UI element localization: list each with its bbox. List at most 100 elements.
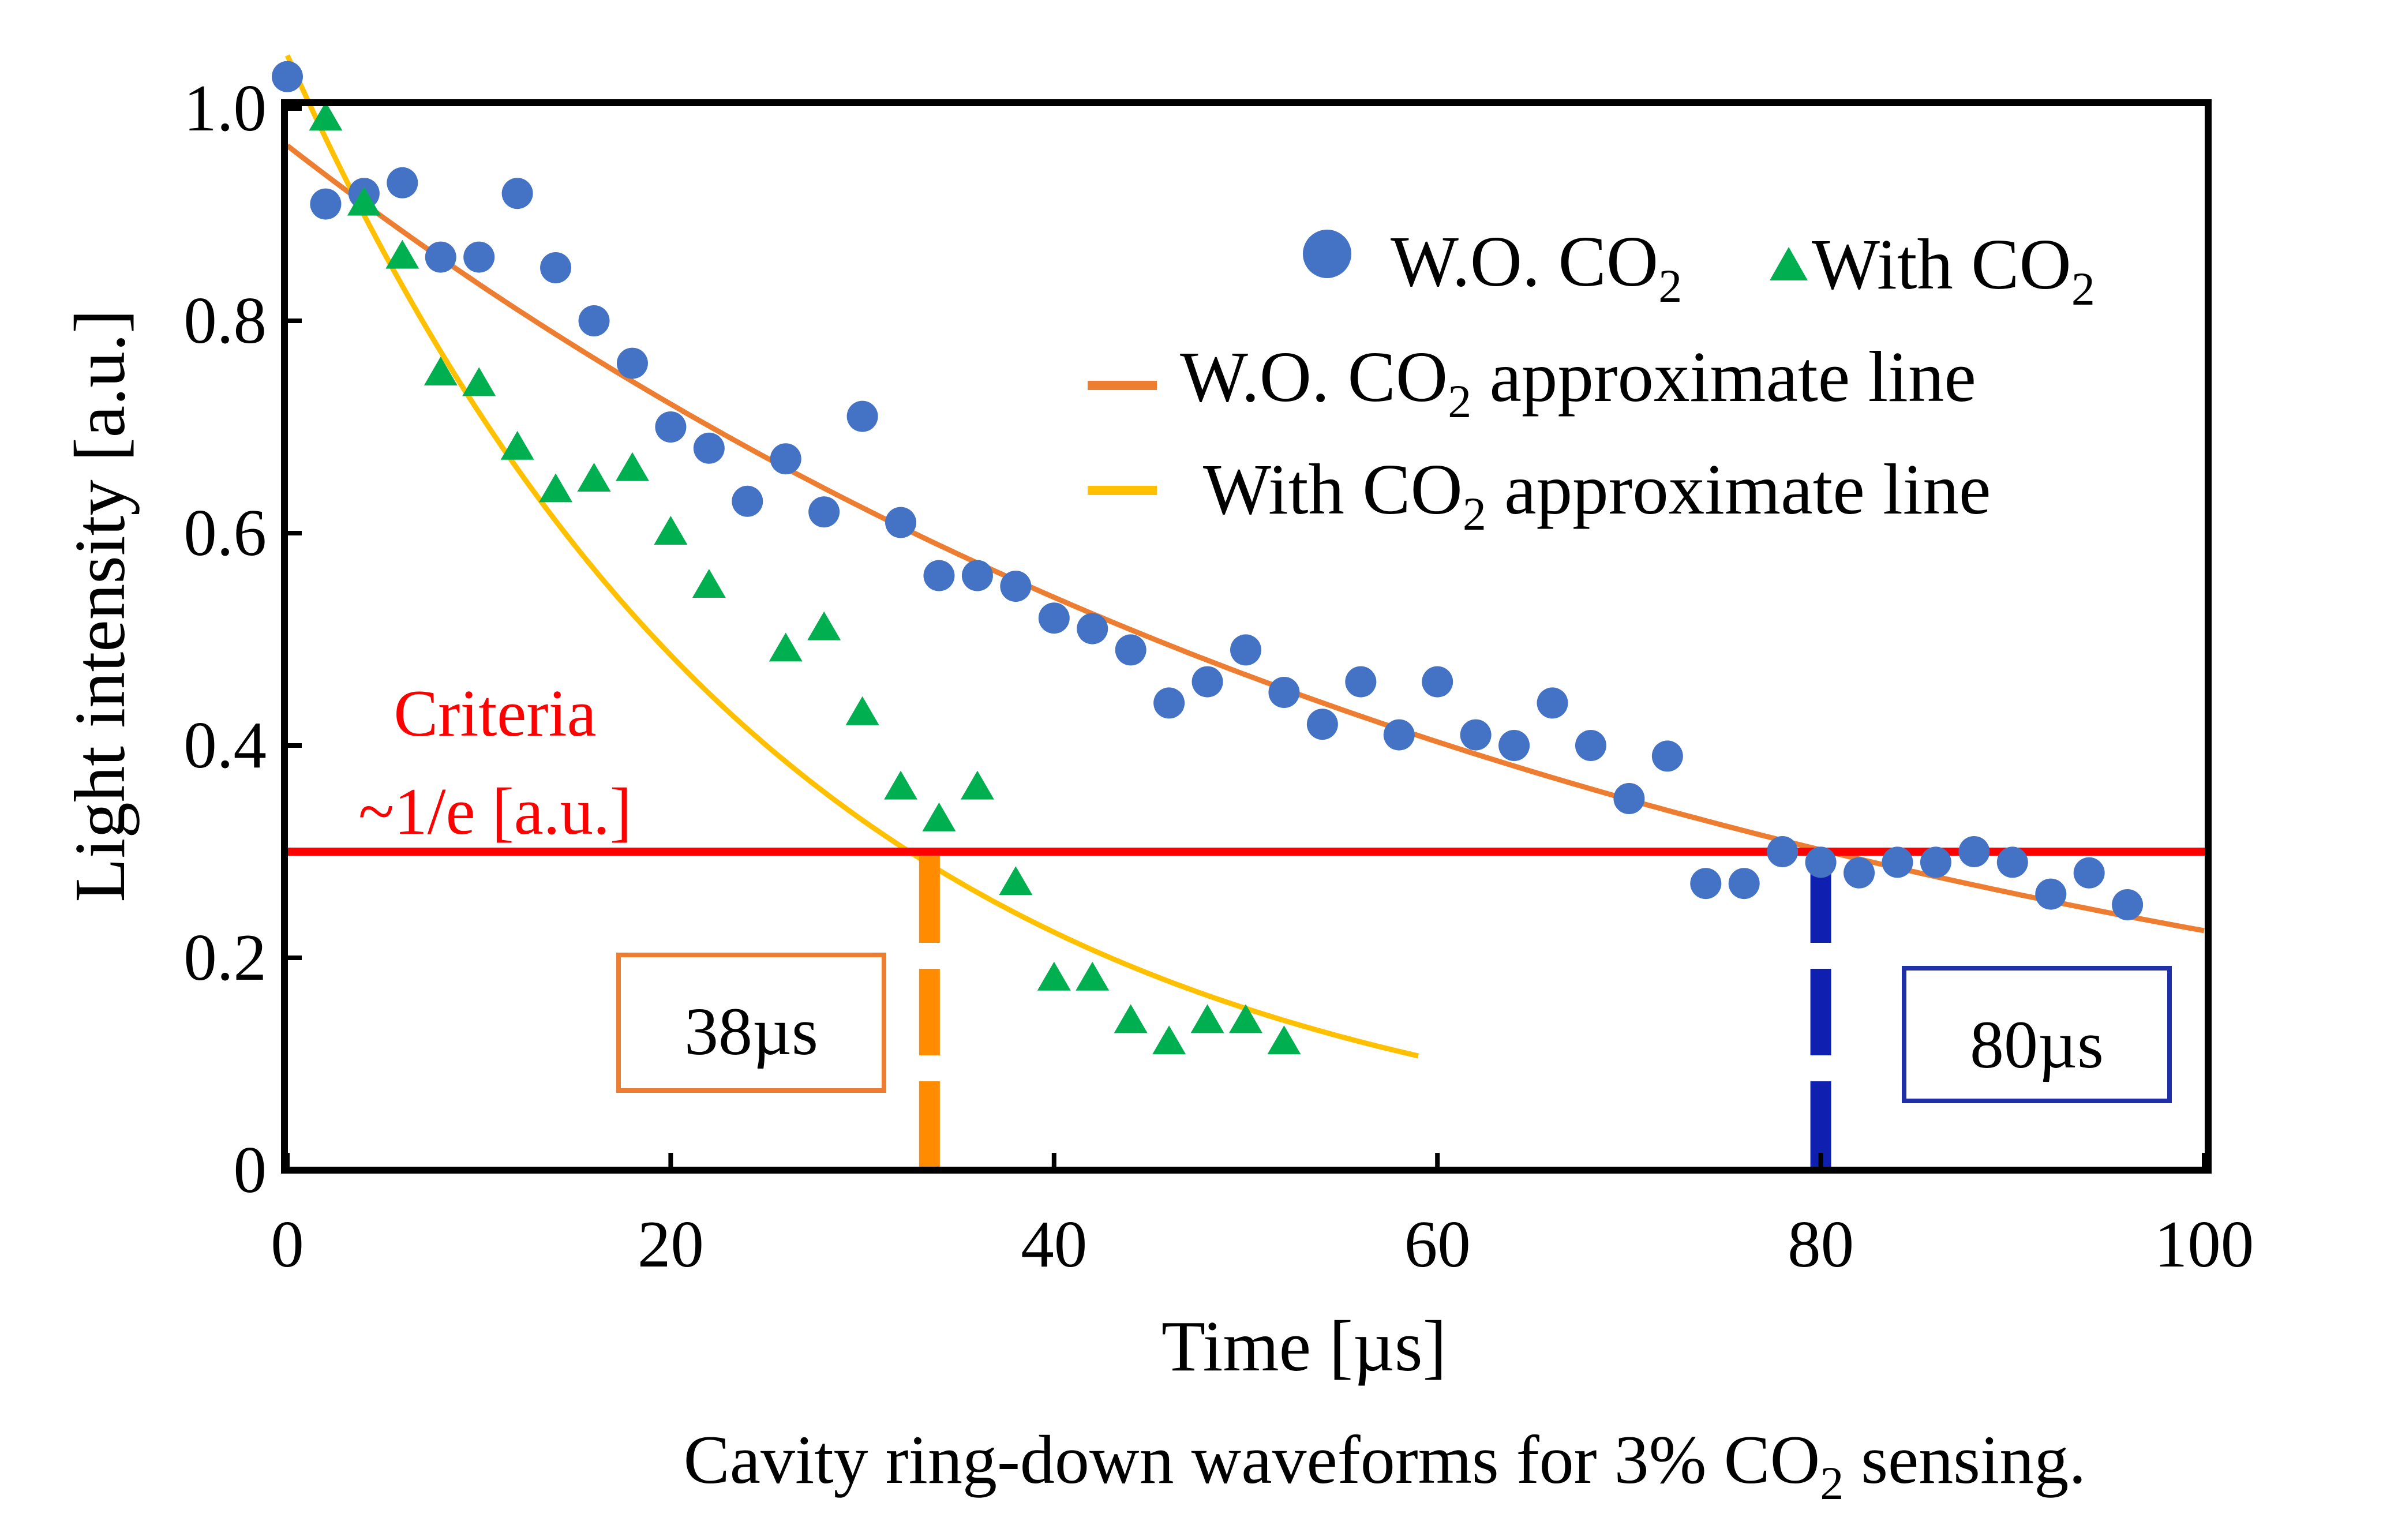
point-with-co2-15 <box>922 802 956 831</box>
criteria-label-line2: ~1/e [a.u.] <box>358 775 632 848</box>
point-with-co2-19 <box>1076 961 1110 991</box>
point-wo-co2-28 <box>1345 666 1377 698</box>
x-tick-label-2: 40 <box>1021 1208 1087 1281</box>
point-with-co2-16 <box>960 770 994 800</box>
label-80us: 80µs <box>1970 1007 2104 1082</box>
box-38us <box>616 953 886 1093</box>
point-with-co2-2 <box>385 239 419 269</box>
point-wo-co2-6 <box>501 178 533 209</box>
point-wo-co2-38 <box>1728 868 1760 900</box>
x-tick-label-3: 60 <box>1404 1208 1471 1281</box>
point-with-co2-14 <box>884 770 918 800</box>
y-tick-label-2: 0.4 <box>183 709 267 782</box>
point-wo-co2-46 <box>2035 878 2067 910</box>
point-wo-co2-40 <box>1805 846 1837 878</box>
point-wo-co2-33 <box>1537 687 1568 719</box>
point-wo-co2-20 <box>1038 602 1070 634</box>
label-38us: 38µs <box>684 994 818 1069</box>
point-wo-co2-30 <box>1422 666 1453 698</box>
point-wo-co2-18 <box>961 560 993 591</box>
point-with-co2-10 <box>692 569 726 598</box>
point-wo-co2-14 <box>808 496 840 528</box>
point-with-co2-22 <box>1190 1004 1224 1033</box>
point-wo-co2-0 <box>272 61 303 92</box>
data-points <box>272 61 2144 1055</box>
point-wo-co2-29 <box>1383 719 1415 751</box>
x-tick-label-5: 100 <box>2155 1208 2254 1281</box>
point-wo-co2-16 <box>885 507 917 538</box>
point-wo-co2-42 <box>1882 846 1913 878</box>
point-wo-co2-47 <box>2073 857 2105 889</box>
point-wo-co2-24 <box>1192 666 1223 698</box>
x-tick-label-4: 80 <box>1788 1208 1854 1281</box>
x-tick-label-1: 20 <box>638 1208 704 1281</box>
fit-line-1 <box>284 54 1419 1059</box>
time-markers <box>919 856 1831 1167</box>
criteria-label-line1: Criteria <box>394 677 596 750</box>
x-tick-label-0: 0 <box>271 1208 304 1281</box>
point-with-co2-12 <box>807 611 841 640</box>
point-with-co2-23 <box>1229 1004 1262 1033</box>
point-wo-co2-12 <box>732 485 763 517</box>
legend-wo-co2-line: W.O. CO2 approximate line <box>1180 338 1976 428</box>
point-wo-co2-5 <box>463 241 495 273</box>
point-wo-co2-48 <box>2112 889 2144 920</box>
legend-with-co2: With CO2 <box>1812 225 2095 315</box>
y-tick-label-5: 1.0 <box>183 72 267 145</box>
point-wo-co2-8 <box>578 305 610 336</box>
point-wo-co2-37 <box>1690 868 1722 900</box>
point-with-co2-8 <box>615 452 649 481</box>
point-wo-co2-1 <box>310 188 342 220</box>
point-with-co2-5 <box>500 430 534 460</box>
point-with-co2-7 <box>577 463 611 492</box>
point-wo-co2-39 <box>1767 836 1799 867</box>
legend-wo-co2: W.O. CO2 <box>1391 222 1682 312</box>
point-with-co2-18 <box>1037 961 1071 991</box>
point-wo-co2-13 <box>770 443 801 475</box>
point-wo-co2-34 <box>1575 730 1606 761</box>
axis-ticks: 0 20 40 60 80 100 0 0.2 0.4 0.6 0.8 1.0 <box>183 72 2254 1281</box>
point-with-co2-11 <box>769 632 803 662</box>
legend: W.O. CO2 With CO2 W.O. CO2 approximate l… <box>1088 222 2095 540</box>
point-wo-co2-21 <box>1077 613 1108 645</box>
y-tick-label-1: 0.2 <box>183 921 267 994</box>
point-wo-co2-32 <box>1498 730 1530 761</box>
point-wo-co2-11 <box>693 432 725 464</box>
x-axis-title: Time [µs] <box>1161 1307 1447 1387</box>
point-wo-co2-35 <box>1613 783 1645 814</box>
point-wo-co2-31 <box>1460 719 1492 751</box>
point-wo-co2-7 <box>540 252 572 283</box>
point-wo-co2-4 <box>425 241 456 273</box>
point-wo-co2-22 <box>1115 634 1146 666</box>
point-with-co2-0 <box>309 102 343 131</box>
point-with-co2-3 <box>424 357 458 385</box>
point-wo-co2-3 <box>387 167 418 198</box>
legend-with-co2-line: With CO2 approximate line <box>1203 450 1991 540</box>
point-with-co2-9 <box>654 516 688 545</box>
point-wo-co2-43 <box>1920 846 1951 878</box>
point-with-co2-24 <box>1267 1025 1301 1055</box>
y-tick-label-3: 0.6 <box>183 496 267 569</box>
y-tick-label-4: 0.8 <box>183 284 267 357</box>
box-80us <box>1902 966 2172 1103</box>
point-with-co2-13 <box>845 696 879 725</box>
point-with-co2-17 <box>999 866 1033 895</box>
point-wo-co2-9 <box>616 347 648 379</box>
y-axis-title: Light intensity [a.u.] <box>61 309 140 902</box>
point-with-co2-20 <box>1114 1004 1148 1033</box>
plot-frame <box>281 99 2212 1174</box>
y-tick-label-0: 0 <box>234 1133 267 1206</box>
point-wo-co2-27 <box>1306 709 1338 740</box>
point-wo-co2-26 <box>1268 677 1300 708</box>
point-with-co2-6 <box>539 473 573 503</box>
legend-triangle-icon <box>1770 247 1808 280</box>
point-wo-co2-45 <box>1996 846 2028 878</box>
point-wo-co2-17 <box>923 560 955 591</box>
point-wo-co2-36 <box>1651 740 1683 772</box>
point-with-co2-4 <box>462 367 496 396</box>
point-wo-co2-10 <box>655 411 687 443</box>
point-with-co2-21 <box>1152 1025 1186 1055</box>
point-wo-co2-23 <box>1153 687 1185 719</box>
point-wo-co2-19 <box>1000 571 1032 602</box>
